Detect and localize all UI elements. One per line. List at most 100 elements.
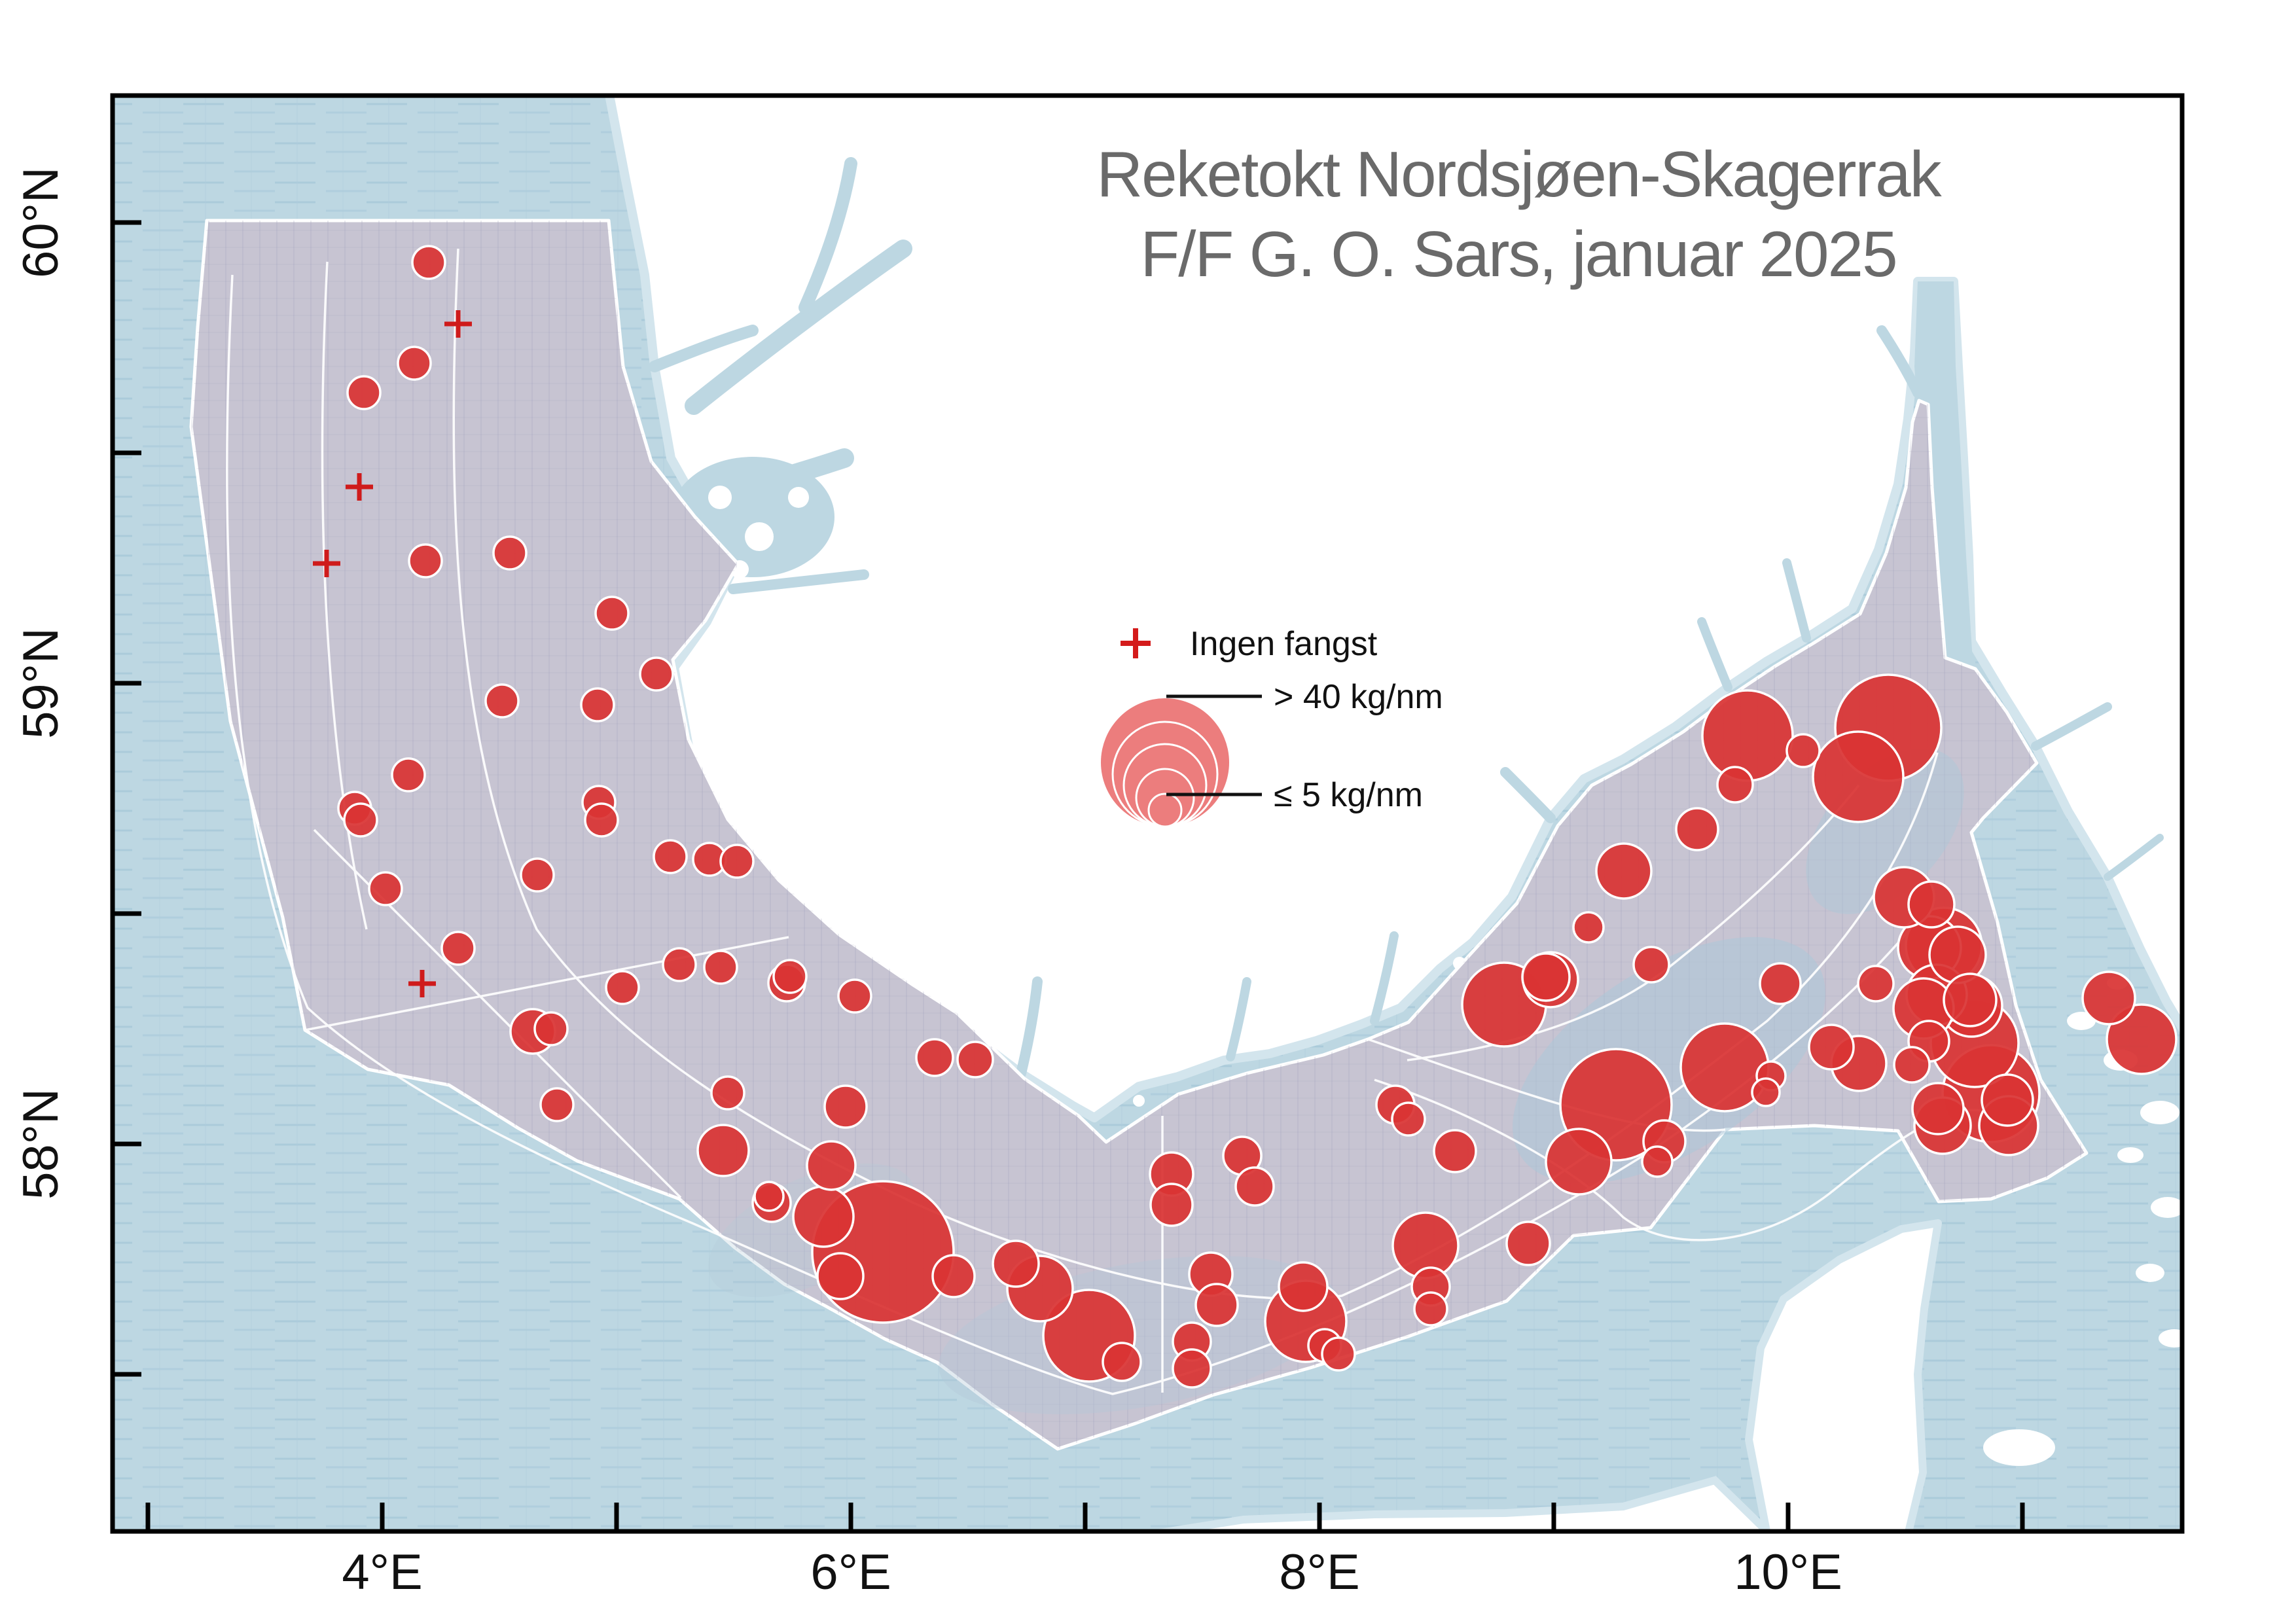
x-tick-label: 10°E (1734, 1544, 1842, 1600)
station-catch-circle (1413, 1291, 1448, 1327)
station-catch-circle (1521, 952, 1571, 1002)
station-catch-circle (408, 543, 443, 579)
station-catch-circle (484, 683, 520, 719)
station-catch-circle (823, 1084, 868, 1129)
station-catch-circle (580, 687, 615, 722)
station-catch-circle (539, 1087, 575, 1122)
oslofjord-water (1914, 281, 1973, 661)
map-title-line1: Reketokt Nordsjøen-Skagerrak (1096, 138, 1942, 210)
legend-bubble (1147, 793, 1183, 828)
station-catch-circle (1981, 1073, 2034, 1127)
legend-bubble-scale (1101, 698, 1229, 828)
fjord-lines (649, 157, 2164, 1079)
station-catch-circle (1751, 1077, 1781, 1107)
station-catch-circle (1641, 1145, 1674, 1178)
station-catch-circle (639, 656, 674, 692)
station-catch-circle (1278, 1261, 1329, 1312)
station-circles-layer (337, 245, 2178, 1389)
y-tick-label: 60°N (13, 167, 69, 278)
legend-min-label: ≤ 5 kg/nm (1274, 776, 1423, 814)
station-catch-circle (992, 1240, 1040, 1288)
station-catch-circle (1812, 730, 1905, 823)
y-tick-label: 59°N (13, 628, 69, 739)
station-catch-circle (1907, 880, 1956, 929)
station-catch-circle (1759, 962, 1802, 1005)
station-catch-circle (1391, 1101, 1426, 1137)
station-catch-circle (492, 535, 528, 571)
station-catch-circle (772, 959, 808, 994)
station-catch-circle (753, 1181, 785, 1212)
legend: Ingen fangst > 40 kg/nm ≤ 5 kg/nm (1101, 625, 1443, 828)
station-catch-circle (368, 871, 403, 906)
legend-no-catch-cross-icon (1121, 628, 1151, 658)
no-catch-crosses-layer (313, 310, 472, 997)
station-catch-circle (662, 947, 697, 982)
station-catch-circle (391, 757, 426, 793)
station-catch-circle (594, 596, 630, 631)
no-catch-cross-icon (444, 310, 472, 338)
station-catch-circle (1893, 1046, 1931, 1084)
legend-cross-glyph (1121, 628, 1151, 658)
legend-max-label: > 40 kg/nm (1274, 678, 1443, 716)
station-catch-circle (703, 950, 738, 985)
station-catch-circle (1545, 1128, 1613, 1196)
station-catch-circle (806, 1140, 857, 1191)
x-tick-label: 6°E (810, 1544, 891, 1600)
station-catch-circle (533, 1011, 569, 1046)
no-catch-cross-icon (346, 473, 373, 501)
station-catch-circle (1572, 911, 1605, 944)
station-catch-circle (346, 375, 382, 410)
station-catch-circle (710, 1075, 745, 1111)
station-catch-circle (2106, 1003, 2178, 1075)
station-catch-circle (719, 844, 755, 879)
station-catch-circle (1149, 1183, 1194, 1227)
station-catch-circle (696, 1124, 750, 1177)
station-catch-circle (1716, 766, 1754, 804)
station-catch-circle (440, 931, 476, 966)
plot-border (110, 93, 2185, 1534)
station-catch-circle (2081, 971, 2136, 1026)
station-catch-circle (956, 1041, 994, 1079)
station-catch-circle (1785, 733, 1821, 768)
x-tick-label: 4°E (342, 1544, 422, 1600)
no-catch-cross-icon (313, 550, 340, 577)
station-catch-circle (1675, 807, 1719, 851)
x-tick-label: 8°E (1279, 1544, 1359, 1600)
station-catch-circle (1808, 1024, 1855, 1071)
station-catch-circle (1632, 946, 1670, 984)
station-catch-circle (1595, 842, 1653, 900)
land-denmark (1745, 1219, 1942, 1531)
station-catch-circle (837, 978, 872, 1014)
station-catch-circle (1194, 1283, 1239, 1327)
station-catch-circle (792, 1185, 855, 1248)
station-catch-circle (1433, 1129, 1477, 1173)
station-catch-circle (343, 802, 378, 838)
station-catch-circle (1943, 972, 1998, 1027)
station-catch-circle (1234, 1166, 1275, 1207)
map-title-line2: F/F G. O. Sars, januar 2025 (1140, 218, 1896, 290)
station-catch-circle (584, 802, 619, 838)
station-catch-circle (520, 857, 555, 893)
x-axis-ticks: 4°E 6°E 8°E 10°E (145, 1503, 2025, 1600)
station-catch-circle (915, 1038, 954, 1077)
station-catch-circle (653, 839, 688, 874)
no-catch-cross-icon (408, 970, 436, 997)
station-catch-circle (931, 1254, 976, 1298)
y-axis-ticks: 60°N 59°N 58°N (13, 167, 141, 1377)
station-catch-circle (1321, 1336, 1356, 1372)
station-catch-circle (1505, 1221, 1551, 1266)
legend-no-catch-label: Ingen fangst (1190, 625, 1378, 663)
station-catch-circle (1857, 965, 1895, 1003)
station-catch-circle (1172, 1348, 1212, 1389)
station-catch-circle (411, 245, 446, 280)
station-catch-circle (1911, 1082, 1965, 1135)
station-catch-circle (1701, 689, 1794, 782)
land-laeso-island (1983, 1429, 2055, 1466)
y-tick-label: 58°N (13, 1088, 69, 1200)
station-catch-circle (605, 970, 640, 1005)
station-catch-circle (816, 1252, 865, 1300)
station-catch-circle (397, 346, 432, 381)
station-catch-circle (1102, 1342, 1142, 1382)
